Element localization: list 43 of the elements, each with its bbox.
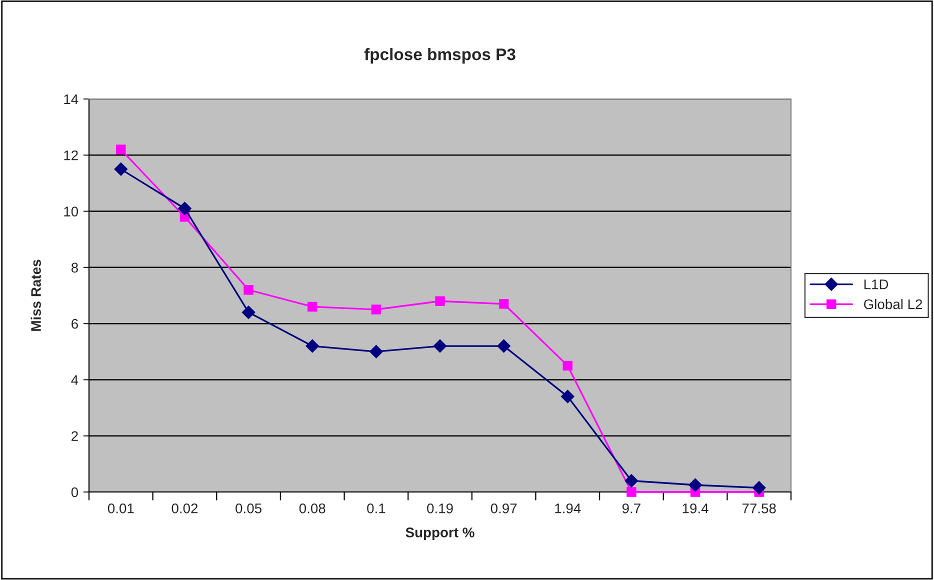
point bbox=[178, 202, 192, 216]
point bbox=[688, 478, 702, 492]
point bbox=[626, 487, 636, 497]
point bbox=[308, 302, 318, 312]
point bbox=[562, 360, 572, 371]
y-tick-label: 12 bbox=[64, 150, 78, 160]
x-tick-label: 0.01 bbox=[108, 503, 134, 514]
y-tick-label: 14 bbox=[64, 94, 78, 104]
y-tick-label: 4 bbox=[71, 375, 78, 385]
x-tick-label: 0.1 bbox=[367, 503, 386, 514]
x-axis-title: Support % bbox=[406, 528, 474, 540]
point bbox=[752, 481, 766, 494]
legend-label: L1D bbox=[864, 280, 888, 290]
x-tick-label: 0.05 bbox=[236, 503, 262, 514]
point bbox=[498, 299, 509, 309]
y-tick-label: 6 bbox=[72, 318, 78, 329]
y-tick-label: 2 bbox=[72, 431, 78, 441]
y-axis-title: Miss Rates bbox=[30, 260, 41, 331]
x-tick-label: 77.58 bbox=[742, 503, 776, 514]
x-tick-label: 19.4 bbox=[682, 503, 708, 514]
y-tick-label: 8 bbox=[71, 262, 78, 273]
point bbox=[242, 306, 256, 319]
chart-title: fpclose bmspos P3 bbox=[364, 48, 516, 64]
point bbox=[370, 345, 383, 358]
point bbox=[435, 296, 445, 306]
x-tick-label: 0.02 bbox=[172, 503, 198, 514]
x-tick-label: 9.7 bbox=[622, 503, 640, 514]
legend-label: Global L2 bbox=[864, 298, 922, 310]
x-tick-label: 1.94 bbox=[555, 503, 581, 514]
point bbox=[624, 474, 638, 488]
point bbox=[433, 339, 447, 353]
x-tick-label: 0.97 bbox=[490, 503, 517, 514]
point bbox=[371, 304, 382, 314]
point bbox=[114, 162, 128, 176]
x-tick-label: 0.19 bbox=[427, 503, 453, 514]
point bbox=[561, 390, 574, 404]
point bbox=[497, 339, 510, 353]
y-tick-label: 10 bbox=[64, 206, 78, 216]
point bbox=[306, 339, 319, 353]
point bbox=[116, 144, 126, 154]
x-tick-label: 0.08 bbox=[299, 503, 326, 514]
point bbox=[244, 285, 254, 295]
y-tick-label: 0 bbox=[71, 487, 78, 498]
